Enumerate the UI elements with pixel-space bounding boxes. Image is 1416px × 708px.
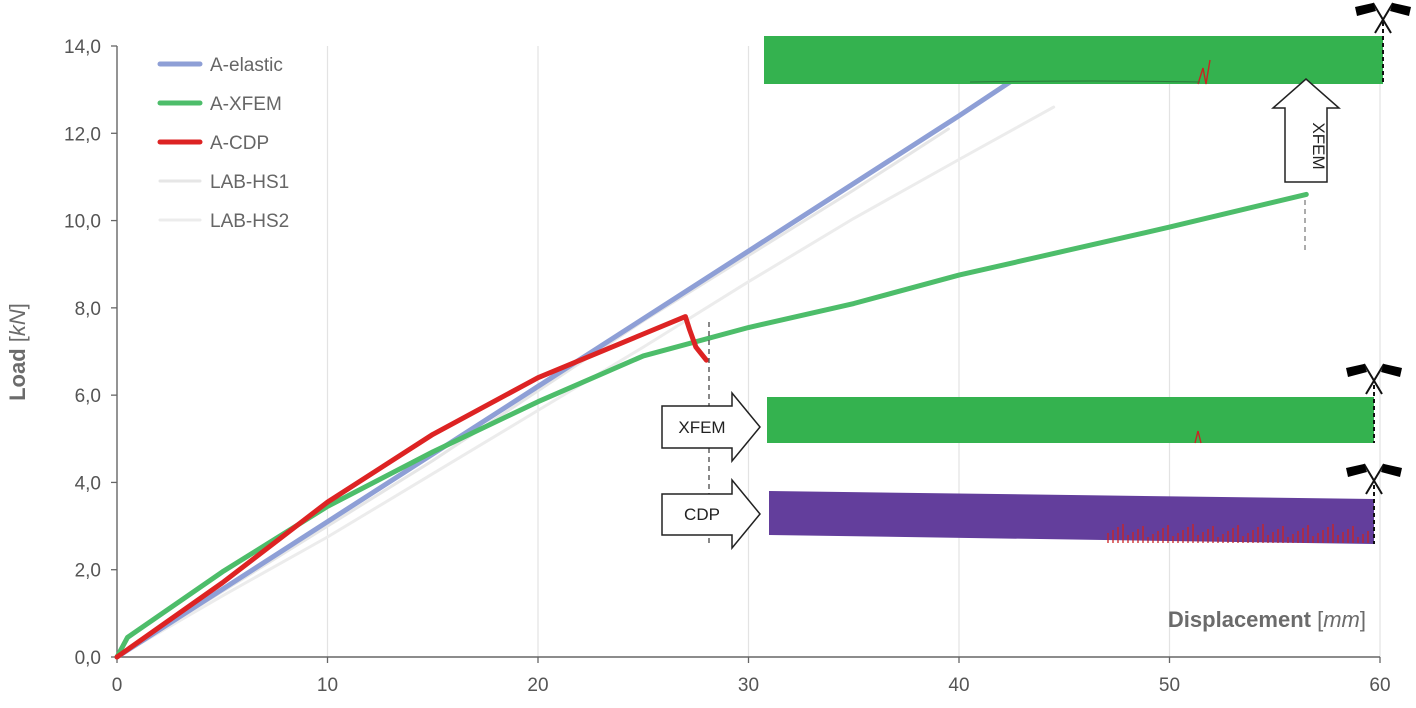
flag-left: [1355, 3, 1376, 16]
series-line-a-elastic: [114, 78, 1015, 660]
y-tick-labels: 0,0 2,0 4,0 6,0 8,0 10,0 12,0 14,0: [64, 37, 101, 669]
xfem-arrow-right-label: XFEM: [678, 418, 725, 437]
x-tick-label: 20: [527, 675, 548, 696]
series-lines: [114, 78, 1309, 660]
xfem-arrow-up: XFEM: [1271, 78, 1341, 183]
y-tick-label: 14,0: [64, 37, 101, 58]
beam-inset-xfem-mid: [767, 397, 1374, 443]
load-flags-icon: [1346, 363, 1402, 395]
flag-pole: [1363, 363, 1383, 395]
y-axis-label-unit: kN: [5, 309, 30, 336]
xfem-arrow-right-shape: [661, 390, 761, 464]
grid: [326, 46, 1381, 657]
x-tick-label: 30: [738, 675, 759, 696]
flag-pole: [1374, 2, 1394, 34]
y-tick-label: 10,0: [64, 212, 101, 233]
legend-label-a-cdp: A-CDP: [210, 133, 269, 154]
series-line-a-xfem: [114, 191, 1309, 660]
flag-right: [1390, 3, 1411, 16]
crack-mark: [1194, 430, 1202, 444]
xfem-arrow-up-shape: [1271, 78, 1341, 183]
y-tick-label: 6,0: [75, 386, 101, 407]
y-axis-bracket-open: [: [5, 336, 30, 348]
x-tick-label: 0: [112, 675, 123, 696]
y-tick-label: 12,0: [64, 124, 101, 145]
flag-pole: [1365, 363, 1385, 395]
flag-right: [1381, 464, 1402, 477]
flag-pole: [1372, 2, 1392, 34]
x-axis-label-main: Displacement: [1168, 607, 1312, 632]
y-tick-label: 4,0: [75, 473, 101, 494]
flag-left: [1346, 464, 1367, 477]
y-axis-bracket-close: ]: [5, 303, 30, 309]
cdp-damage-marks: [1107, 524, 1369, 543]
legend-label-a-elastic: A-elastic: [210, 55, 283, 76]
crack-trace: [969, 80, 1201, 83]
xfem-arrow-right: XFEM: [661, 390, 761, 464]
flag-pole: [1365, 463, 1385, 495]
flag-pole: [1363, 463, 1383, 495]
y-tick-label: 8,0: [75, 299, 101, 320]
x-tick-label: 10: [317, 675, 338, 696]
series-line-a-cdp: [114, 314, 709, 660]
load-flags-icon: [1355, 2, 1411, 34]
y-tick-label: 2,0: [75, 561, 101, 582]
y-axis-label-main: Load: [5, 348, 30, 401]
x-tick-label: 40: [948, 675, 969, 696]
x-axis-label: Displacement [mm]: [1168, 607, 1366, 632]
beam-inset-xfem-top: [764, 36, 1383, 84]
cdp-arrow-right-label: CDP: [684, 505, 720, 524]
flag-right: [1381, 364, 1402, 377]
legend-label-lab-hs2: LAB-HS2: [210, 211, 289, 232]
xfem-arrow-up-label: XFEM: [1309, 122, 1328, 169]
flag-left: [1346, 364, 1367, 377]
x-tick-labels: 0 10 20 30 40 50 60: [112, 675, 1391, 696]
legend-label-lab-hs1: LAB-HS1: [210, 172, 289, 193]
x-axis-label-unit: mm: [1323, 607, 1360, 632]
cdp-arrow-right: CDP: [661, 477, 761, 551]
cdp-arrow-right-shape: [661, 477, 761, 551]
x-axis-bracket-close: ]: [1360, 607, 1366, 632]
x-tick-label: 60: [1369, 675, 1390, 696]
x-tick-label: 50: [1159, 675, 1180, 696]
y-axis-label: Load [kN]: [5, 303, 30, 401]
x-axis-bracket-open: [: [1311, 607, 1323, 632]
y-tick-label: 0,0: [75, 648, 101, 669]
beam-insets: [764, 2, 1411, 544]
crack-mark: [1197, 59, 1211, 85]
legend-label-a-xfem: A-XFEM: [210, 94, 282, 115]
beam-inset-cdp: [769, 491, 1374, 544]
legend: A-elastic A-XFEM A-CDP LAB-HS1 LAB-HS2: [157, 55, 289, 232]
load-flags-icon: [1346, 463, 1402, 495]
axes: [111, 45, 1381, 663]
